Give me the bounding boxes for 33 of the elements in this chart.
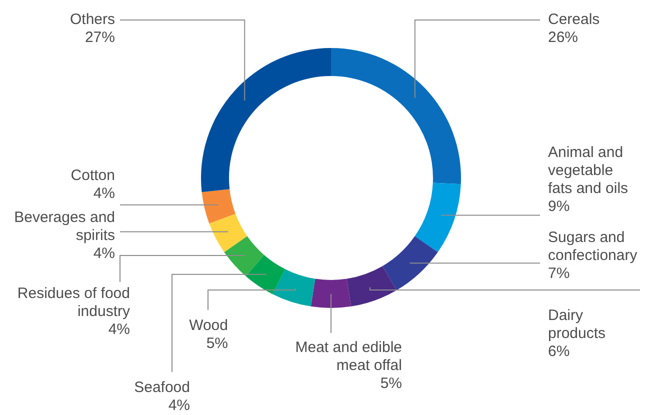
donut-slice xyxy=(202,189,236,224)
slice-label: Beverages and spirits xyxy=(14,209,115,244)
data-label: 4% xyxy=(168,397,190,414)
donut-slice xyxy=(331,48,461,184)
donut-slice xyxy=(414,182,461,252)
slice-label: Others xyxy=(70,11,115,28)
data-label: 5% xyxy=(206,335,228,352)
slice-label: Sugars and confectionary xyxy=(548,229,638,264)
data-label: 27% xyxy=(84,29,115,46)
slice-label: Cotton xyxy=(70,167,115,184)
donut-slice xyxy=(246,254,286,294)
donut-slice xyxy=(310,278,352,308)
slice-label: Wood xyxy=(189,317,228,334)
slice-label: Dairy products xyxy=(548,307,606,342)
data-label: 26% xyxy=(548,29,578,46)
data-label: 7% xyxy=(548,265,570,282)
slice-label: Residues of food industry xyxy=(17,285,130,320)
donut-slice xyxy=(382,236,438,290)
data-label: 9% xyxy=(548,198,570,215)
data-label: 5% xyxy=(380,375,402,392)
data-label: 4% xyxy=(93,185,115,202)
slice-label: Animal and vegetable fats and oils xyxy=(548,144,628,197)
donut-slice xyxy=(346,266,397,306)
slice-label: Cereals xyxy=(548,11,600,28)
donut-slice xyxy=(224,236,264,276)
donut-slice xyxy=(201,48,331,192)
data-label: 4% xyxy=(93,245,115,262)
data-label: 6% xyxy=(548,343,570,360)
data-label: 4% xyxy=(108,321,130,338)
slice-label: Seafood xyxy=(134,379,190,396)
donut-slice xyxy=(272,269,316,306)
donut-slice xyxy=(209,214,248,252)
slice-label: Meat and edible meat offal xyxy=(295,339,402,374)
